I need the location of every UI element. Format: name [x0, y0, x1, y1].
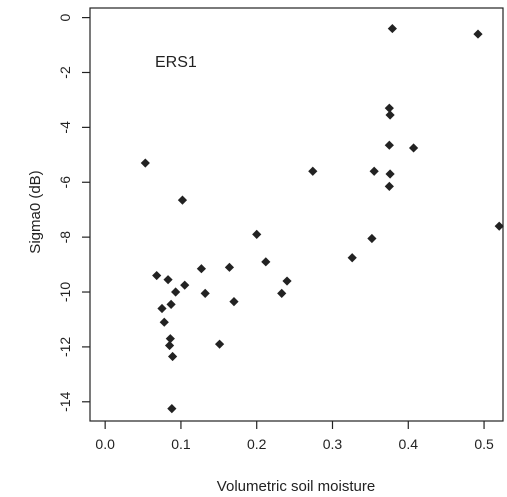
data-point: [384, 103, 394, 113]
data-point: [408, 143, 419, 153]
data-point: [229, 297, 239, 307]
y-axis: 0 -2 -4 -6 -8 -10 -12 -14: [57, 14, 90, 412]
x-tick-label: 0.0: [95, 436, 115, 452]
x-tick-label: 0.1: [171, 436, 191, 452]
x-tick-label: 0.3: [323, 436, 343, 452]
data-point: [385, 169, 395, 179]
data-point: [369, 166, 379, 176]
data-point: [385, 110, 395, 120]
x-axis: 0.0 0.1 0.2 0.3 0.4 0.5: [95, 421, 494, 452]
data-point: [157, 303, 167, 314]
data-points: [140, 23, 504, 414]
y-tick-label: -6: [57, 176, 73, 189]
data-point: [252, 229, 262, 239]
data-point: [167, 404, 177, 414]
y-tick-label: -12: [57, 337, 73, 357]
data-point: [224, 262, 235, 272]
data-point: [152, 270, 162, 281]
x-tick-label: 0.5: [474, 436, 494, 452]
data-point: [347, 253, 357, 263]
plot-frame: [89, 7, 504, 422]
data-point: [308, 166, 318, 176]
data-point: [473, 29, 483, 39]
data-point: [180, 280, 190, 290]
data-point: [282, 276, 292, 286]
data-point: [261, 257, 271, 267]
data-point: [494, 221, 504, 231]
data-point: [159, 317, 169, 327]
data-point: [168, 351, 178, 362]
y-tick-label: -2: [57, 66, 73, 79]
data-point: [200, 288, 210, 298]
x-tick-label: 0.4: [399, 436, 419, 452]
data-point: [177, 195, 188, 205]
data-point: [387, 23, 397, 34]
y-tick-label: -10: [57, 282, 73, 302]
y-axis-title: Sigma0 (dB): [27, 170, 44, 253]
y-tick-label: -8: [57, 231, 73, 244]
x-tick-label: 0.2: [247, 436, 267, 452]
data-point: [384, 140, 394, 150]
y-tick-label: 0: [57, 14, 73, 22]
data-point: [140, 158, 150, 168]
data-point: [166, 299, 176, 309]
data-point: [384, 181, 394, 191]
x-axis-title: Volumetric soil moisture: [217, 478, 375, 495]
data-point: [277, 288, 287, 298]
data-point: [164, 340, 175, 351]
data-point: [165, 334, 175, 344]
data-point: [171, 287, 181, 297]
data-point: [214, 339, 225, 349]
plot-border: [89, 7, 504, 422]
data-point: [163, 275, 173, 285]
y-tick-label: -14: [57, 391, 73, 411]
y-tick-label: -4: [57, 121, 73, 134]
chart-annotation: ERS1: [155, 54, 197, 71]
data-point: [196, 264, 206, 274]
data-point: [367, 233, 377, 244]
